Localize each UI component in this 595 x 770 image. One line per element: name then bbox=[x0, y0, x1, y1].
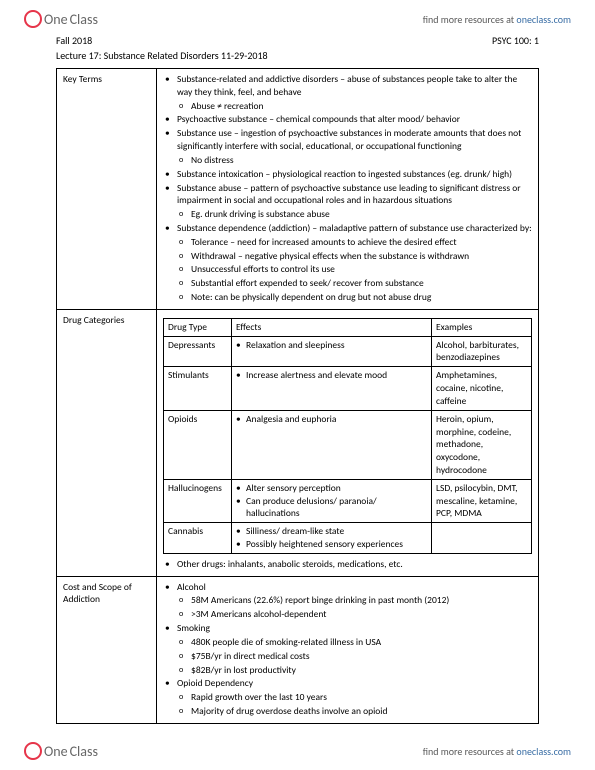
list-item: Substance abuse – pattern of psychoactiv… bbox=[163, 182, 532, 208]
list-item: Other drugs: inhalants, anabolic steroid… bbox=[163, 558, 532, 571]
find-more-prefix: find more resources at bbox=[423, 13, 517, 26]
cell-type: Stimulants bbox=[164, 367, 232, 410]
list-item: Majority of drug overdose deaths involve… bbox=[163, 705, 532, 718]
cell-effects: Relaxation and sleepiness bbox=[232, 336, 432, 367]
cell-examples bbox=[432, 523, 532, 554]
list-item: Smoking bbox=[163, 622, 532, 635]
notes-table: Key Terms Substance-related and addictiv… bbox=[56, 68, 539, 724]
list-item: Opioid Dependency bbox=[163, 677, 532, 690]
cell-effects: Silliness/ dream-like state Possibly hei… bbox=[232, 523, 432, 554]
logo-text-class: Class bbox=[70, 11, 98, 28]
page-header: OneClass find more resources at oneclass… bbox=[0, 0, 595, 34]
effect-item: Relaxation and sleepiness bbox=[236, 339, 427, 352]
cell-type: Opioids bbox=[164, 410, 232, 479]
section-label-cost-scope: Cost and Scope of Addiction bbox=[57, 576, 157, 723]
list-item: >3M Americans alcohol-dependent bbox=[163, 608, 532, 621]
list-item: No distress bbox=[163, 154, 532, 167]
list-item: Substance use – ingestion of psychoactiv… bbox=[163, 127, 532, 153]
find-more-text-footer: find more resources at oneclass.com bbox=[423, 745, 571, 758]
course-label: PSYC 100: 1 bbox=[492, 34, 539, 47]
cell-effects: Analgesia and euphoria bbox=[232, 410, 432, 479]
table-row: Key Terms Substance-related and addictiv… bbox=[57, 69, 539, 310]
list-item: Alcohol bbox=[163, 581, 532, 594]
logo-ring-icon bbox=[24, 10, 42, 28]
list-item: Rapid growth over the last 10 years bbox=[163, 691, 532, 704]
section-content-key-terms: Substance-related and addictive disorder… bbox=[157, 69, 539, 310]
content-area: Key Terms Substance-related and addictiv… bbox=[0, 68, 595, 724]
section-label-drug-categories: Drug Categories bbox=[57, 309, 157, 576]
find-more-text: find more resources at oneclass.com bbox=[423, 13, 571, 26]
logo-text-one: One bbox=[44, 743, 68, 760]
meta-row: Fall 2018 PSYC 100: 1 bbox=[0, 34, 595, 47]
effect-item: Possibly heightened sensory experiences bbox=[236, 538, 427, 551]
brand-logo-footer: OneClass bbox=[24, 742, 98, 760]
find-more-link[interactable]: oneclass.com bbox=[516, 745, 571, 758]
table-row: Cost and Scope of Addiction Alcohol 58M … bbox=[57, 576, 539, 723]
table-row: Drug Type Effects Examples bbox=[164, 318, 532, 336]
cell-examples: LSD, psilocybin, DMT, mescaline, ketamin… bbox=[432, 479, 532, 522]
section-content-cost-scope: Alcohol 58M Americans (22.6%) report bin… bbox=[157, 576, 539, 723]
effect-item: Analgesia and euphoria bbox=[236, 413, 427, 426]
list-item: Unsuccessful efforts to control its use bbox=[163, 263, 532, 276]
col-header-effects: Effects bbox=[232, 318, 432, 336]
lecture-title: Lecture 17: Substance Related Disorders … bbox=[0, 49, 595, 62]
table-row: Opioids Analgesia and euphoria Heroin, o… bbox=[164, 410, 532, 479]
cell-effects: Increase alertness and elevate mood bbox=[232, 367, 432, 410]
logo-text-class: Class bbox=[70, 743, 98, 760]
logo-ring-icon bbox=[24, 742, 42, 760]
list-item: $75B/yr in direct medical costs bbox=[163, 650, 532, 663]
table-row: Drug Categories Drug Type Effects Exampl… bbox=[57, 309, 539, 576]
effect-item: Silliness/ dream-like state bbox=[236, 525, 427, 538]
list-item: Substantial effort expended to seek/ rec… bbox=[163, 277, 532, 290]
table-row: Cannabis Silliness/ dream-like state Pos… bbox=[164, 523, 532, 554]
effect-item: Can produce delusions/ paranoia/ halluci… bbox=[236, 495, 427, 521]
cell-type: Depressants bbox=[164, 336, 232, 367]
term-label: Fall 2018 bbox=[56, 34, 92, 47]
page-footer: OneClass find more resources at oneclass… bbox=[0, 736, 595, 770]
section-content-drug-categories: Drug Type Effects Examples Depressants R… bbox=[157, 309, 539, 576]
table-row: Depressants Relaxation and sleepiness Al… bbox=[164, 336, 532, 367]
list-item: Eg. drunk driving is substance abuse bbox=[163, 208, 532, 221]
drug-type-table: Drug Type Effects Examples Depressants R… bbox=[163, 318, 532, 554]
brand-logo: OneClass bbox=[24, 10, 98, 28]
list-item: Substance-related and addictive disorder… bbox=[163, 73, 532, 99]
col-header-examples: Examples bbox=[432, 318, 532, 336]
list-item: Substance dependence (addiction) – malad… bbox=[163, 222, 532, 235]
list-item: Abuse ≠ recreation bbox=[163, 100, 532, 113]
col-header-type: Drug Type bbox=[164, 318, 232, 336]
cell-type: Hallucinogens bbox=[164, 479, 232, 522]
list-item: 58M Americans (22.6%) report binge drink… bbox=[163, 594, 532, 607]
list-item: $82B/yr in lost productivity bbox=[163, 664, 532, 677]
cell-examples: Alcohol, barbiturates, benzodiazepines bbox=[432, 336, 532, 367]
cell-effects: Alter sensory perception Can produce del… bbox=[232, 479, 432, 522]
find-more-prefix: find more resources at bbox=[423, 745, 517, 758]
list-item: Substance intoxication – physiological r… bbox=[163, 168, 532, 181]
list-item: Note: can be physically dependent on dru… bbox=[163, 291, 532, 304]
list-item: Withdrawal – negative physical effects w… bbox=[163, 250, 532, 263]
list-item: 480K people die of smoking-related illne… bbox=[163, 636, 532, 649]
list-item: Psychoactive substance – chemical compou… bbox=[163, 113, 532, 126]
find-more-link[interactable]: oneclass.com bbox=[516, 13, 571, 26]
cell-examples: Heroin, opium, morphine, codeine, methad… bbox=[432, 410, 532, 479]
cell-examples: Amphetamines, cocaine, nicotine, caffein… bbox=[432, 367, 532, 410]
effect-item: Alter sensory perception bbox=[236, 482, 427, 495]
cell-type: Cannabis bbox=[164, 523, 232, 554]
logo-text-one: One bbox=[44, 11, 68, 28]
effect-item: Increase alertness and elevate mood bbox=[236, 369, 427, 382]
list-item: Tolerance – need for increased amounts t… bbox=[163, 236, 532, 249]
table-row: Stimulants Increase alertness and elevat… bbox=[164, 367, 532, 410]
section-label-key-terms: Key Terms bbox=[57, 69, 157, 310]
table-row: Hallucinogens Alter sensory perception C… bbox=[164, 479, 532, 522]
